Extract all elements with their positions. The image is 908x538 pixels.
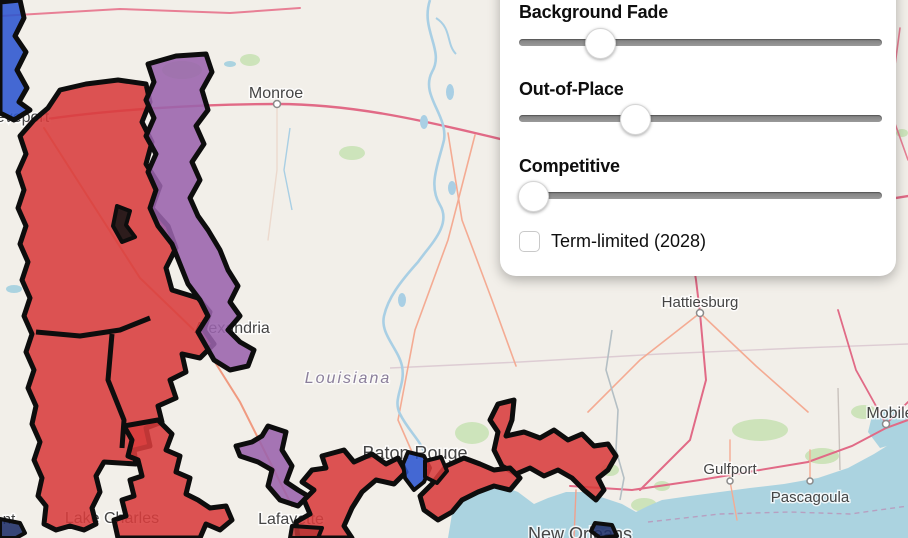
term-limited-checkbox[interactable]	[519, 231, 540, 252]
competitive-slider-thumb[interactable]	[518, 181, 549, 212]
label-gulfport: Gulfport	[703, 461, 757, 478]
competitive-label: Competitive	[519, 156, 620, 176]
rivers	[283, 0, 625, 501]
district-red-lafayette[interactable]	[293, 447, 409, 538]
district-navy-new-orleans[interactable]	[589, 521, 619, 538]
label-monroe: Monroe	[249, 85, 303, 102]
out-of-place-label: Out-of-Place	[519, 79, 624, 99]
district-purple-strip[interactable]	[143, 51, 257, 373]
district-blue-northwest[interactable]	[0, 0, 33, 123]
competitive-slider[interactable]	[519, 192, 882, 199]
term-limited-label: Term-limited (2028)	[551, 231, 707, 251]
district-purple-opelousas[interactable]	[233, 423, 311, 509]
background-fade-slider-thumb[interactable]	[585, 28, 616, 59]
district-red-bottom-fragment[interactable]	[288, 524, 324, 538]
city-markers	[272, 99, 891, 485]
out-of-place-slider-thumb[interactable]	[620, 104, 651, 135]
district-border-knot[interactable]	[111, 204, 137, 244]
label-mobile: Mobile	[866, 405, 908, 422]
label-hattiesburg: Hattiesburg	[662, 294, 739, 311]
state-boundaries	[389, 343, 908, 523]
out-of-place-slider[interactable]	[519, 115, 882, 122]
district-red-baton-rouge[interactable]	[423, 455, 449, 485]
background-fade-label: Background Fade	[519, 2, 669, 22]
district-layer	[0, 0, 619, 538]
map-controls-panel: Background Fade Out-of-Place Competitive…	[500, 0, 896, 276]
district-red-southwest[interactable]	[111, 417, 235, 538]
term-limited-row: Term-limited (2028)	[519, 231, 706, 252]
label-pascagoula: Pascagoula	[771, 489, 850, 506]
district-navy-southwest-corner[interactable]	[0, 517, 27, 538]
district-internal-borders	[35, 315, 151, 449]
label-louisiana: Louisiana	[305, 370, 392, 387]
background-fade-slider[interactable]	[519, 39, 882, 46]
